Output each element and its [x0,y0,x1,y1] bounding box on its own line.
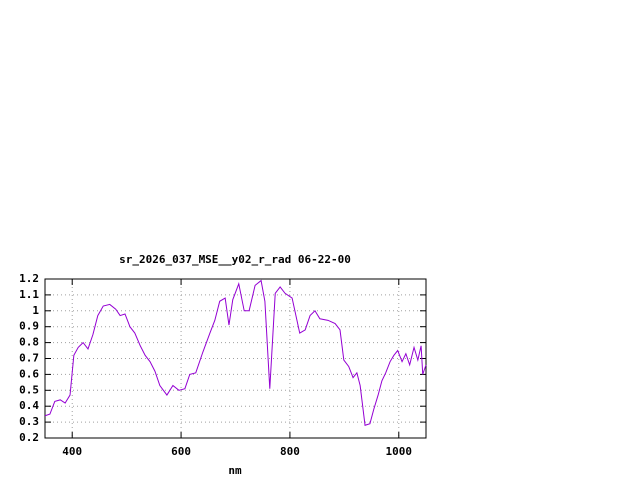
y-tick-label: 0.7 [19,352,39,365]
y-tick-label: 1.2 [19,272,39,285]
y-tick-label: 0.4 [19,399,39,412]
y-tick-label: 0.8 [19,336,39,349]
chart-title: sr_2026_037_MSE__y02_r_rad 06-22-00 [119,253,351,266]
x-axis-label: nm [228,464,242,477]
y-tick-label: 1 [32,304,39,317]
y-tick-label: 0.9 [19,320,39,333]
x-tick-label: 400 [62,445,82,458]
x-tick-label: 600 [171,445,191,458]
y-tick-label: 0.5 [19,383,39,396]
y-tick-label: 0.2 [19,431,39,444]
y-tick-label: 0.6 [19,367,39,380]
y-tick-label: 1.1 [19,288,39,301]
data-line [44,279,427,426]
plot-frame [44,278,427,439]
x-tick-label: 800 [280,445,300,458]
y-tick-label: 0.3 [19,415,39,428]
x-tick-label: 1000 [386,445,413,458]
